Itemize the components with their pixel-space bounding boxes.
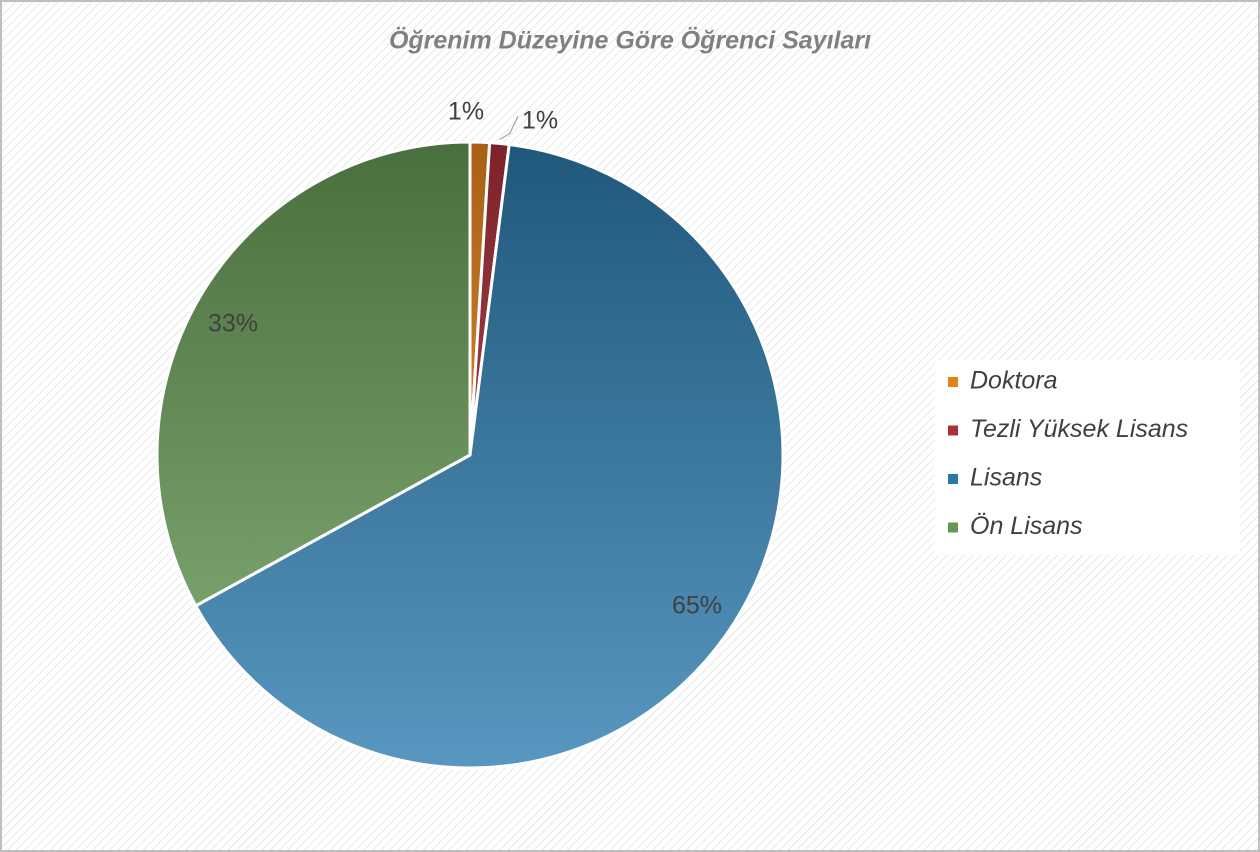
leader-line <box>499 115 519 140</box>
legend-label: Lisans <box>970 464 1042 492</box>
legend-swatch <box>948 425 958 436</box>
data-label: 65% <box>672 592 722 620</box>
legend-label: Tezli Yüksek Lisans <box>970 415 1188 443</box>
pie-slice <box>193 142 785 770</box>
data-label: 33% <box>208 310 258 338</box>
chart-title: Öğrenim Düzeyine Göre Öğrenci Sayıları <box>389 26 871 55</box>
data-label: 1% <box>448 98 484 126</box>
pie-slice <box>155 140 472 608</box>
legend-swatch <box>948 522 958 533</box>
legend-label: Doktora <box>970 367 1058 395</box>
legend-label: Ön Lisans <box>970 512 1083 540</box>
legend-swatch <box>948 377 958 387</box>
legend-swatch <box>948 474 958 484</box>
data-label: 1% <box>522 107 558 135</box>
legend-box <box>935 360 1240 555</box>
